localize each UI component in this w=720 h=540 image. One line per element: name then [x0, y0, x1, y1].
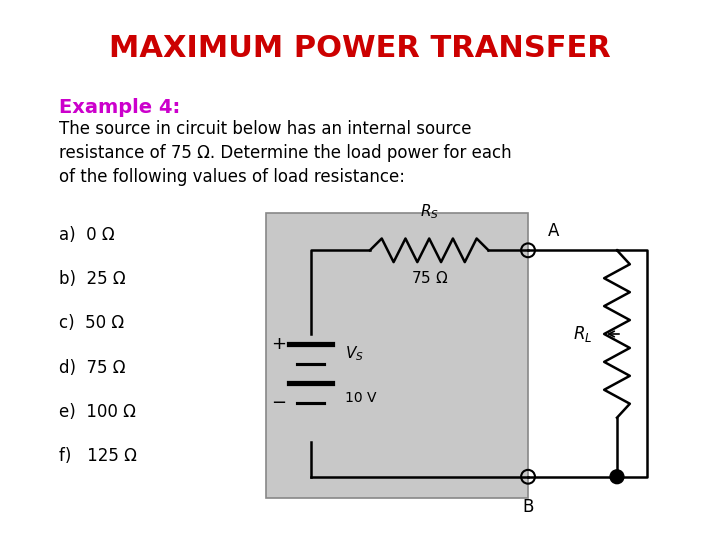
Text: e)  100 Ω: e) 100 Ω [58, 403, 135, 421]
Text: b)  25 Ω: b) 25 Ω [58, 270, 125, 288]
Text: 10 V: 10 V [345, 391, 377, 405]
Bar [266, 213, 528, 498]
Text: d)  75 Ω: d) 75 Ω [58, 359, 125, 376]
Text: $V_S$: $V_S$ [345, 345, 364, 363]
Text: a)  0 Ω: a) 0 Ω [58, 226, 114, 244]
Text: c)  50 Ω: c) 50 Ω [58, 314, 124, 332]
Text: The source in circuit below has an internal source
resistance of 75 Ω. Determine: The source in circuit below has an inter… [58, 120, 511, 186]
Text: $R_L$: $R_L$ [573, 324, 593, 344]
Text: +: + [271, 335, 287, 353]
Text: −: − [271, 394, 287, 412]
Text: B: B [522, 498, 534, 516]
Text: f)   125 Ω: f) 125 Ω [58, 447, 136, 465]
Text: A: A [548, 222, 559, 240]
Circle shape [610, 470, 624, 484]
Text: MAXIMUM POWER TRANSFER: MAXIMUM POWER TRANSFER [109, 33, 611, 63]
Text: Example 4:: Example 4: [58, 98, 180, 117]
Text: 75 $\Omega$: 75 $\Omega$ [410, 270, 448, 286]
Text: $R_S$: $R_S$ [420, 202, 438, 221]
